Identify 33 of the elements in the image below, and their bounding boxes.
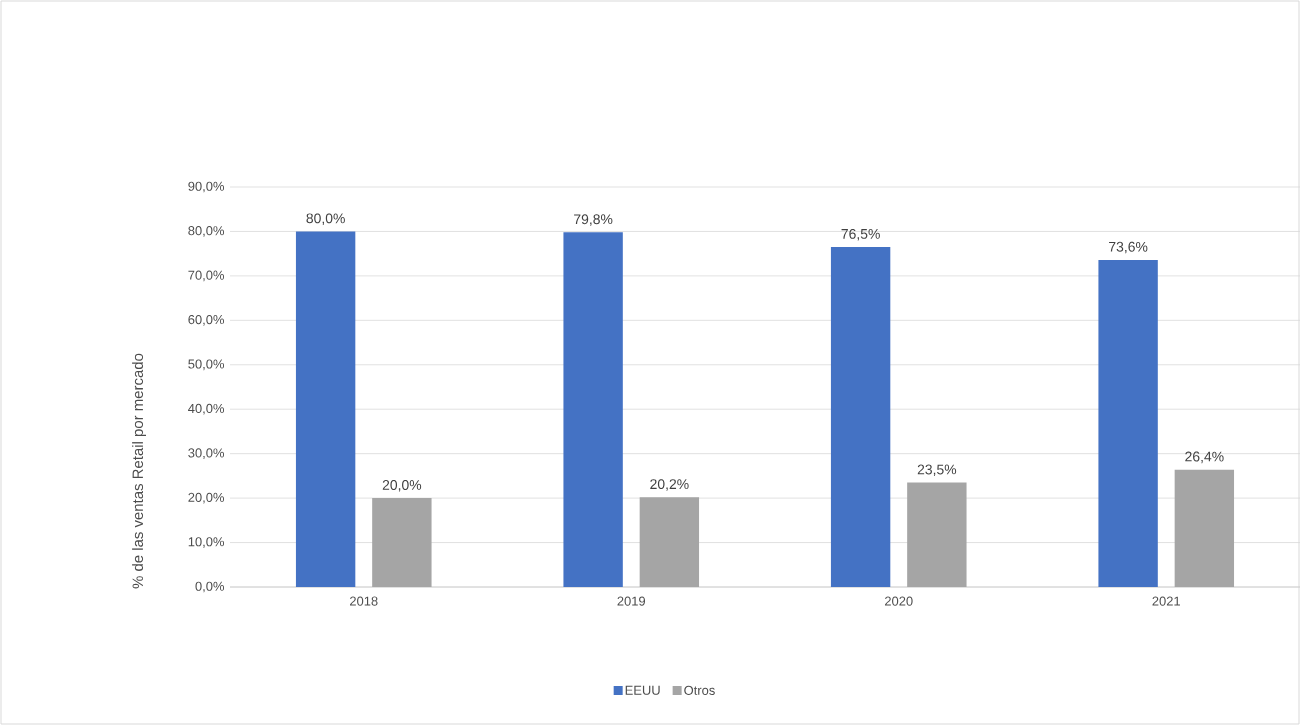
data-label: 26,4%	[1185, 451, 1224, 464]
y-tick-label: 80,0%	[188, 226, 225, 237]
y-tick-label: 50,0%	[188, 359, 225, 371]
bar	[372, 498, 432, 587]
bar	[907, 482, 967, 587]
x-tick-label: 2021	[1152, 596, 1181, 606]
bar	[1174, 469, 1235, 587]
y-tick-label: 30,0%	[188, 448, 225, 460]
y-tick-label: 60,0%	[188, 314, 225, 326]
y-tick-label: 0,0%	[195, 581, 225, 593]
y-tick-label: 40,0%	[188, 403, 225, 415]
y-tick-label: 70,0%	[188, 270, 225, 282]
y-tick-label: 20,0%	[188, 492, 225, 504]
bar	[639, 497, 700, 587]
x-tick-label: 2019	[617, 596, 646, 606]
y-axis-title: % de las ventas Retail por mercado	[132, 353, 146, 589]
data-label: 20,0%	[382, 480, 422, 492]
x-tick-label: 2018	[350, 596, 378, 606]
x-tick-label: 2020	[884, 596, 913, 606]
data-label: 20,2%	[650, 479, 689, 491]
data-label: 80,0%	[306, 213, 345, 225]
data-label: 23,5%	[917, 464, 957, 477]
bar	[563, 232, 623, 587]
data-label: 76,5%	[841, 228, 880, 241]
data-label: 73,6%	[1109, 241, 1148, 254]
y-tick-label: 10,0%	[188, 537, 225, 548]
bar	[1098, 259, 1158, 587]
bar	[295, 231, 356, 587]
y-tick-label: 90,0%	[188, 181, 225, 193]
legend-label: Otros	[684, 685, 715, 695]
data-label: 79,8%	[574, 214, 613, 226]
bar	[830, 247, 891, 587]
legend-label: EEUU	[625, 685, 660, 695]
